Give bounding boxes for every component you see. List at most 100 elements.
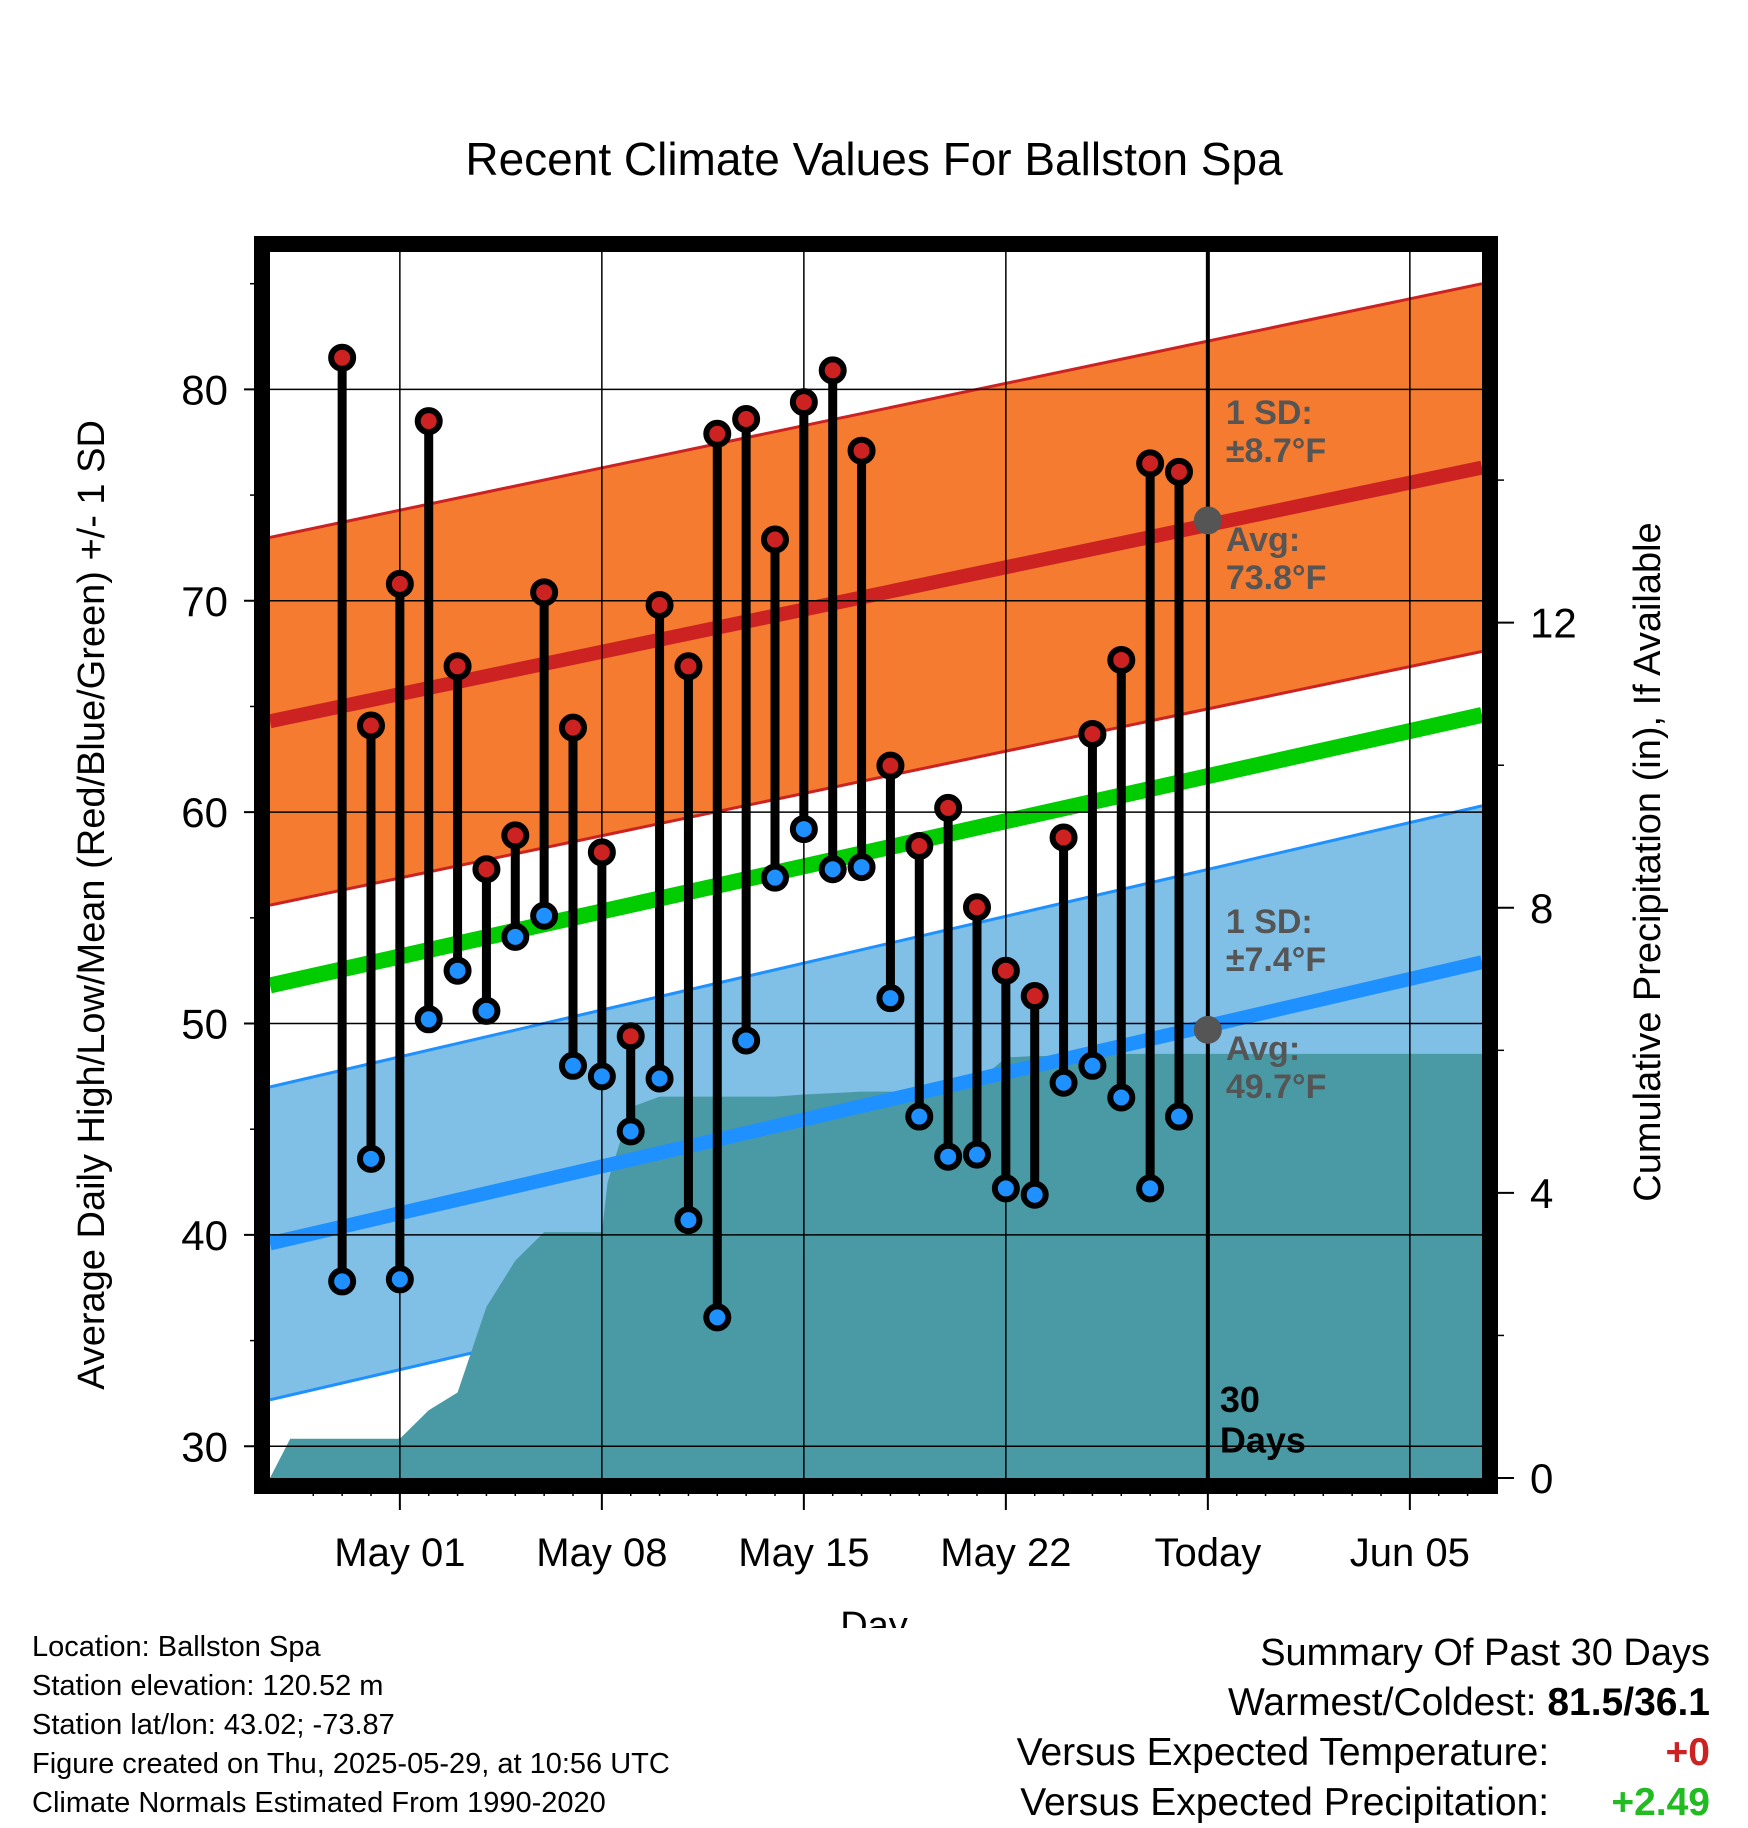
low-point — [1136, 1174, 1165, 1203]
vs-precip-label: Versus Expected Precipitation: — [1020, 1781, 1550, 1824]
low-point — [876, 984, 905, 1013]
low-point — [1078, 1051, 1107, 1080]
low-point — [934, 1142, 963, 1171]
high-point — [385, 569, 414, 598]
warmest-coldest-row: Warmest/Coldest: 81.5/36.1 — [1017, 1678, 1710, 1728]
today-high-avg-marker — [1193, 506, 1222, 535]
low-point — [761, 863, 789, 892]
chart-title: Recent Climate Values For Ballston Spa — [465, 133, 1283, 185]
low-sd-annotation: 1 SD: ±7.4°F — [1226, 903, 1326, 979]
station-metadata: Location: Ballston Spa Station elevation… — [32, 1628, 670, 1823]
plot-frame — [254, 236, 1498, 1494]
vs-precip-value: +2.49 — [1611, 1781, 1710, 1824]
today-low-avg-marker — [1193, 1015, 1222, 1044]
low-point — [991, 1174, 1020, 1203]
high-point — [876, 751, 905, 780]
low-point — [674, 1206, 703, 1235]
high-point — [501, 821, 530, 850]
high-point — [934, 793, 963, 822]
high-point — [328, 343, 357, 372]
x-tick-label: May 15 — [738, 1531, 869, 1575]
high-sd-lower-line — [270, 650, 1482, 907]
y-left-tick-label: 60 — [181, 789, 228, 836]
high-point — [963, 893, 991, 922]
high-point — [905, 831, 934, 860]
y-left-tick-label: 80 — [181, 366, 228, 413]
low-point — [357, 1144, 385, 1173]
high-point — [559, 713, 587, 742]
low-point — [1165, 1102, 1193, 1131]
high-point — [991, 956, 1020, 985]
low-point — [385, 1265, 414, 1294]
today-days-label: 30 Days — [1220, 1379, 1306, 1460]
high-point — [847, 436, 876, 465]
low-point — [963, 1140, 991, 1169]
high-point — [818, 356, 847, 385]
plot-inner: 1 SD: ±8.7°F Avg: 73.8°F 1 SD: ±7.4°F Avg: 49.7… — [270, 252, 1482, 1478]
warmest-coldest-value: 81.5/36.1 — [1547, 1681, 1710, 1724]
y-left-tick-label: 70 — [181, 578, 228, 625]
summary-heading: Summary Of Past 30 Days — [1260, 1632, 1710, 1674]
low-point — [703, 1303, 732, 1332]
vs-temp-label: Versus Expected Temperature: — [1016, 1731, 1550, 1774]
y-right-axis-label: Cumulative Precipitation (in), If Availa… — [1627, 522, 1669, 1201]
high-point — [703, 419, 732, 448]
vs-temp-value: +0 — [1665, 1731, 1710, 1774]
low-point — [328, 1267, 357, 1296]
low-sd-upper-line — [270, 804, 1482, 1089]
low-point — [530, 901, 559, 930]
high-sd-upper-line — [270, 282, 1482, 539]
low-avg-annotation: Avg: 49.7°F — [1226, 1030, 1327, 1106]
y-left-tick-label: 40 — [181, 1212, 228, 1259]
y-left-tick-label: 30 — [181, 1423, 228, 1470]
low-point — [587, 1062, 616, 1091]
low-point — [905, 1102, 934, 1131]
latlon-text: Station lat/lon: 43.02; -73.87 — [32, 1709, 395, 1741]
low-average-line — [270, 955, 1482, 1251]
low-point — [789, 815, 818, 844]
high-point — [357, 711, 385, 740]
x-tick-label: Jun 05 — [1350, 1531, 1470, 1575]
low-point — [847, 853, 876, 882]
high-point — [414, 407, 443, 436]
low-point — [443, 956, 472, 985]
high-average-line — [270, 460, 1482, 729]
normals-text: Climate Normals Estimated From 1990-2020 — [32, 1787, 606, 1819]
low-point — [645, 1064, 674, 1093]
high-avg-annotation: Avg: 73.8°F — [1226, 521, 1327, 597]
summary-panel: Summary Of Past 30 Days Warmest/Coldest:… — [1017, 1628, 1710, 1828]
x-tick-label: May 01 — [334, 1531, 465, 1575]
y-left-tick-label: 50 — [181, 1001, 228, 1048]
low-point — [1049, 1068, 1078, 1097]
high-point — [1049, 823, 1078, 852]
low-point — [414, 1005, 443, 1034]
created-text: Figure created on Thu, 2025-05-29, at 10… — [32, 1748, 670, 1780]
high-point — [472, 855, 501, 884]
high-point — [1107, 645, 1136, 674]
high-point — [587, 838, 616, 867]
high-point — [645, 591, 674, 620]
high-point — [1136, 449, 1165, 478]
high-sd-annotation: 1 SD: ±8.7°F — [1226, 394, 1326, 470]
x-tick-label: May 08 — [536, 1531, 667, 1575]
location-text: Location: Ballston Spa — [32, 1631, 321, 1663]
high-point — [443, 652, 472, 681]
x-axis-label: Day — [840, 1605, 908, 1628]
y-right-tick-label: 8 — [1530, 885, 1553, 932]
high-point — [530, 578, 559, 607]
mean-average-line — [270, 707, 1482, 994]
low-point — [818, 855, 847, 884]
high-point — [732, 404, 761, 433]
low-point — [732, 1026, 761, 1055]
high-point — [1165, 457, 1193, 486]
low-point — [1107, 1083, 1136, 1112]
vs-temp-row: Versus Expected Temperature: +0 — [1017, 1728, 1710, 1778]
low-point — [501, 922, 530, 951]
y-left-axis-label: Average Daily High/Low/Mean (Red/Blue/Gr… — [71, 420, 113, 1390]
vs-precip-row: Versus Expected Precipitation: +2.49 — [1017, 1778, 1710, 1828]
precipitation-area — [270, 1053, 1482, 1478]
climate-chart: Recent Climate Values For Ballston Spa 1… — [71, 133, 1669, 1628]
warmest-coldest-label: Warmest/Coldest: — [1228, 1681, 1537, 1724]
plot-area: 1 SD: ±8.7°F Avg: 73.8°F 1 SD: ±7.4°F Avg: 49.7… — [71, 236, 1669, 1575]
x-tick-label: May 22 — [940, 1531, 1071, 1575]
